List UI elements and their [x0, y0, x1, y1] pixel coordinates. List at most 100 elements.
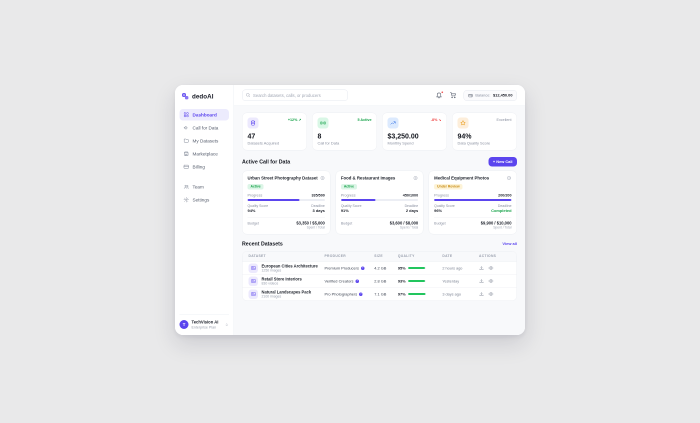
stat-card-quality-score[interactable]: Excellent 94% Data Quality Score [452, 112, 517, 151]
table-row[interactable]: Retail Store Interiors 830 videos Verifi… [242, 274, 517, 287]
sidebar-item-marketplace[interactable]: Marketplace [180, 148, 230, 160]
sidebar-item-label: Marketplace [192, 151, 218, 157]
gear-icon [183, 197, 189, 203]
deadline-value: 3 days [312, 208, 325, 213]
call-card-urban-street[interactable]: Urban Street Photography Dataset Active … [242, 170, 331, 235]
stat-label: Data Quality Score [457, 141, 491, 146]
sidebar-item-dashboard[interactable]: Dashboard [179, 109, 229, 121]
user-name: TechVision AI [191, 319, 219, 325]
actions-cell [479, 266, 510, 271]
budget-value: $3,350 / $5,000 [296, 220, 325, 226]
search-input[interactable] [242, 89, 348, 101]
quality-metric: Quality Score 96% [434, 204, 455, 213]
card-options-icon[interactable] [320, 176, 325, 181]
view-all-link[interactable]: View all [502, 241, 517, 247]
avatar: T [179, 320, 189, 329]
producer-cell: Premium Producers ✓ [324, 265, 374, 271]
quality-label: Quality Score [247, 204, 269, 208]
quality-metric: Quality Score 94% [248, 204, 269, 213]
dashboard-icon [183, 112, 189, 118]
stat-card-call-for-data[interactable]: 5 Active 8 Call for Data [312, 112, 377, 151]
chevron-up-down-icon[interactable] [225, 322, 230, 327]
call-card-title: Food & Restaurant Images [340, 175, 396, 181]
download-icon[interactable] [479, 292, 484, 297]
sidebar-item-label: Team [192, 184, 204, 190]
dataset-cell: European Cities Architecture 1250 images [248, 263, 325, 273]
eye-icon[interactable] [488, 279, 494, 284]
status-badge: Active [247, 183, 264, 190]
progress-label: Progress [434, 192, 449, 198]
status-badge: Under Review [434, 183, 463, 190]
table-row[interactable]: European Cities Architecture 1250 images… [242, 261, 517, 274]
notifications-button[interactable] [435, 91, 444, 100]
call-card-food-restaurant[interactable]: Food & Restaurant Images Active Progress… [335, 170, 424, 235]
sidebar-item-my-datasets[interactable]: My Datasets [180, 135, 230, 147]
quality-bar [408, 280, 427, 282]
new-call-button[interactable]: + New Call [488, 157, 517, 167]
stat-badge: -8% ↘ [430, 117, 442, 123]
progress-fill [434, 198, 512, 201]
call-card-medical-equipment[interactable]: Medical Equipment Photos Under Review Pr… [428, 170, 518, 235]
dataset-text: European Cities Architecture 1250 images [262, 264, 318, 273]
eye-icon[interactable] [488, 292, 494, 297]
sidebar-item-team[interactable]: Team [180, 181, 230, 193]
download-icon[interactable] [479, 266, 484, 271]
size-cell: 2.8 GB [374, 278, 387, 284]
card-options-icon[interactable] [507, 176, 512, 181]
sidebar-item-label: My Datasets [192, 138, 219, 144]
quality-fill [408, 293, 426, 295]
progress-value: 450/1000 [402, 192, 419, 198]
users-icon [183, 184, 189, 189]
eye-icon[interactable] [488, 266, 494, 271]
budget-row: Budget $9,900 / $10,000 Spent / Total [434, 216, 512, 229]
broadcast-icon [317, 117, 329, 129]
progress-label: Progress [247, 192, 263, 198]
quality-cell: 93% [398, 279, 443, 283]
credit-card-icon [183, 164, 189, 169]
budget-right: $3,350 / $5,000 Spent / Total [296, 221, 324, 230]
metrics-row: Quality Score 91% Deadline 2 days [341, 204, 418, 213]
image-icon [248, 289, 258, 299]
progress-row: Progress 450/1000 [341, 193, 418, 198]
recent-datasets-header: Recent Datasets View all [242, 241, 517, 247]
column-header: ACTIONS [479, 254, 497, 259]
stat-badge: 5 Active [357, 117, 372, 123]
producer-name: Premium Producers [324, 265, 359, 271]
sidebar-item-billing[interactable]: Billing [180, 161, 230, 173]
dataset-text: Natural Landscapes Pack 2100 images [262, 290, 312, 299]
user-profile[interactable]: T TechVision AI Enterprise Plan [179, 314, 230, 330]
app-window: dedoAI Dashboard Call for Data My Datase… [175, 85, 525, 335]
card-options-icon[interactable] [413, 176, 418, 181]
stat-top: +12% ↗ [247, 117, 302, 129]
deadline-label: Deadline [497, 204, 512, 208]
cart-button[interactable] [449, 92, 457, 100]
stat-value: $3,250.00 [387, 132, 419, 140]
store-icon [184, 151, 189, 156]
sidebar-item-call-for-data[interactable]: Call for Data [180, 122, 230, 134]
logo[interactable]: dedoAI [180, 92, 230, 101]
size-cell: 4.2 GB [374, 265, 387, 271]
dataset-name: European Cities Architecture [261, 263, 318, 269]
date-cell: 3 days ago [442, 291, 461, 297]
date-cell: 2 hours ago [442, 265, 463, 271]
budget-label: Budget [434, 220, 446, 226]
progress-bar [247, 198, 325, 201]
verified-icon: ✓ [360, 266, 365, 270]
size-cell: 7.1 GB [374, 291, 387, 297]
download-icon[interactable] [479, 279, 484, 284]
stat-card-datasets-acquired[interactable]: +12% ↗ 47 Datasets Acquired [242, 112, 307, 151]
sidebar-item-label: Settings [192, 197, 210, 203]
sidebar-item-label: Billing [192, 164, 205, 170]
quality-fill [408, 280, 425, 282]
budget-value: $3,600 / $8,000 [389, 220, 419, 226]
metrics-row: Quality Score 96% Deadline Completed [434, 204, 511, 213]
budget-right: $3,600 / $8,000 Spent / Total [390, 221, 418, 230]
budget-sub: Spent / Total [399, 225, 419, 230]
quality-fill [408, 267, 426, 269]
metrics-row: Quality Score 94% Deadline 3 days [248, 204, 325, 213]
table-row[interactable]: Natural Landscapes Pack 2100 images Pro … [242, 287, 517, 300]
sidebar-item-settings[interactable]: Settings [180, 194, 230, 206]
database-icon [247, 117, 259, 129]
stat-card-monthly-spend[interactable]: -8% ↘ $3,250.00 Monthly Spend [382, 112, 447, 151]
balance-chip[interactable]: Balance: $12,450.00 [463, 89, 517, 101]
